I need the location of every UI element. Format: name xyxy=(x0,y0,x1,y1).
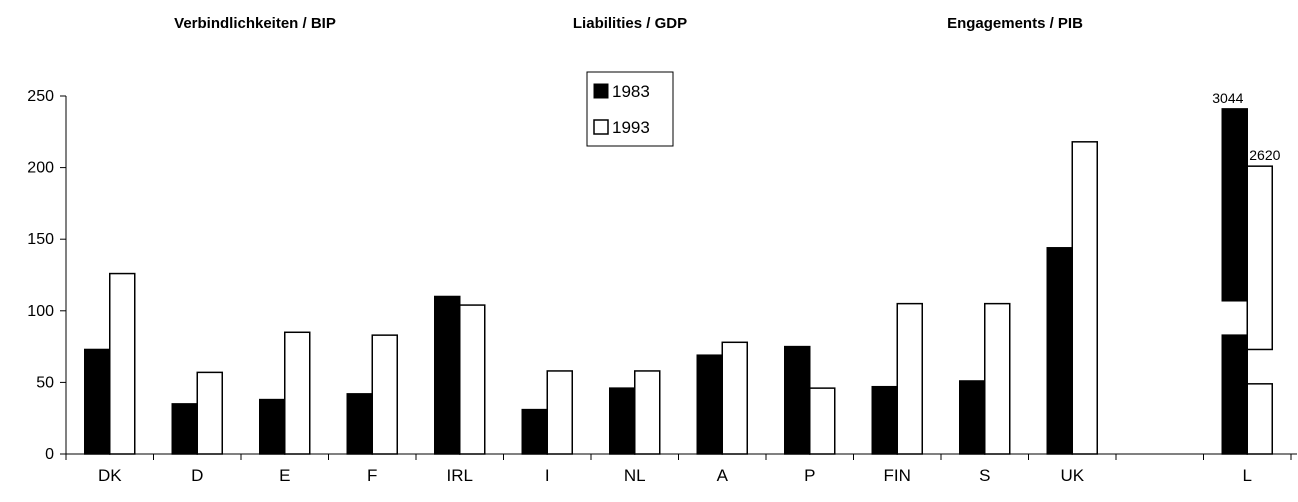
title-french: Engagements / PIB xyxy=(947,15,1083,32)
category-label: L xyxy=(1243,466,1252,485)
bar-1993-S xyxy=(984,302,1011,455)
bar-1993-L-lower xyxy=(1246,383,1273,455)
legend-label-1993: 1993 xyxy=(612,118,650,137)
bar-1983-E xyxy=(259,398,286,455)
data-label-1993-L: 2620 xyxy=(1249,147,1280,163)
bar-1993-L-upper xyxy=(1246,165,1273,351)
bar-1993-NL xyxy=(634,370,661,455)
bar-1983-UK xyxy=(1046,247,1073,455)
bar-1983-DK xyxy=(84,348,111,455)
data-label-1983-L: 3044 xyxy=(1212,90,1243,106)
bar-1993-P xyxy=(809,387,836,455)
bars xyxy=(84,108,1273,455)
y-tick-label: 50 xyxy=(36,374,54,391)
legend-swatch-1983 xyxy=(593,83,609,99)
bar-1993-UK xyxy=(1071,141,1098,455)
category-label: E xyxy=(279,466,290,485)
bar-1983-D xyxy=(171,403,198,455)
bar-1983-L-upper xyxy=(1221,108,1248,302)
category-label: P xyxy=(804,466,815,485)
bar-1983-IRL xyxy=(434,295,461,455)
bar-1993-E xyxy=(284,331,311,455)
category-label: F xyxy=(367,466,377,485)
y-tick-label: 100 xyxy=(27,303,54,320)
legend-label-1983: 1983 xyxy=(612,82,650,101)
bar-1993-A xyxy=(721,341,748,455)
category-label: D xyxy=(191,466,203,485)
bar-1993-IRL xyxy=(459,304,486,455)
category-label: A xyxy=(717,466,729,485)
category-label: I xyxy=(545,466,550,485)
category-label: DK xyxy=(98,466,122,485)
category-label: S xyxy=(979,466,990,485)
y-tick-label: 250 xyxy=(27,88,54,105)
bar-1983-P xyxy=(784,345,811,455)
y-tick-label: 200 xyxy=(27,160,54,177)
y-tick-label: 150 xyxy=(27,231,54,248)
bar-1983-NL xyxy=(609,387,636,455)
legend: 1983 1993 xyxy=(586,71,674,147)
category-label: FIN xyxy=(884,466,911,485)
category-label: UK xyxy=(1060,466,1084,485)
title-german: Verbindlichkeiten / BIP xyxy=(174,15,336,32)
bar-1993-FIN xyxy=(896,302,923,455)
bar-1993-I xyxy=(546,370,573,455)
category-label: IRL xyxy=(447,466,473,485)
bar-1983-L-lower xyxy=(1221,334,1248,455)
labels: DK D E F IRL I NL A P FIN S UK L 3044 2620 xyxy=(98,90,1281,485)
title-english: Liabilities / GDP xyxy=(573,15,687,32)
y-tick-label: 0 xyxy=(45,446,54,463)
bar-1983-FIN xyxy=(871,385,898,455)
legend-swatch-1993 xyxy=(593,119,609,135)
bar-1993-F xyxy=(371,334,398,455)
bar-1983-S xyxy=(959,380,986,455)
bar-1983-A xyxy=(696,354,723,455)
bar-1983-F xyxy=(346,393,373,455)
bar-1993-DK xyxy=(109,272,136,455)
category-label: NL xyxy=(624,466,646,485)
bar-1983-I xyxy=(521,408,548,455)
bar-1993-D xyxy=(196,371,223,455)
